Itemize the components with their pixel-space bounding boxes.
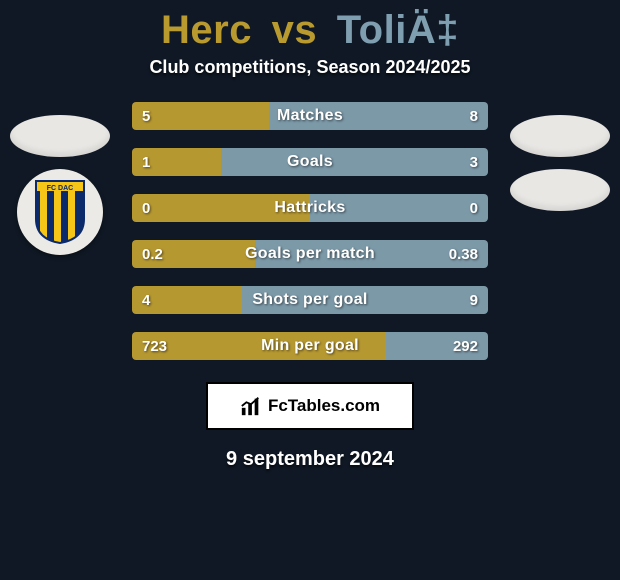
stat-label: Matches (132, 102, 488, 130)
club-right-badge-placeholder (510, 169, 610, 211)
stat-bars: 58Matches 13Goals 00Hattricks 0.20.38Goals … (132, 102, 488, 360)
left-avatar-column: FC DAC (10, 115, 110, 255)
stat-row: 0.20.38Goals per match (132, 240, 488, 268)
stat-row: 13Goals (132, 148, 488, 176)
chart-icon (240, 395, 262, 417)
subtitle: Club competitions, Season 2024/2025 (0, 57, 620, 78)
date-line: 9 september 2024 (0, 448, 620, 471)
stat-row: 00Hattricks (132, 194, 488, 222)
stat-label: Goals (132, 148, 488, 176)
stat-row: 49Shots per goal (132, 286, 488, 314)
stat-row: 58Matches (132, 102, 488, 130)
club-left-badge: FC DAC (17, 169, 103, 255)
player-right-name: ToliÄ‡ (337, 8, 459, 52)
right-avatar-column (510, 115, 610, 211)
stat-row: 723292Min per goal (132, 332, 488, 360)
source-text: FcTables.com (268, 396, 380, 416)
comparison-title: Herc vs ToliÄ‡ (0, 0, 620, 53)
stat-label: Hattricks (132, 194, 488, 222)
player-right-avatar-placeholder (510, 115, 610, 157)
svg-text:FC DAC: FC DAC (47, 185, 73, 192)
source-badge: FcTables.com (206, 382, 414, 430)
stat-label: Goals per match (132, 240, 488, 268)
stat-label: Min per goal (132, 332, 488, 360)
stat-label: Shots per goal (132, 286, 488, 314)
player-left-avatar-placeholder (10, 115, 110, 157)
vs-word: vs (272, 8, 318, 52)
player-left-name: Herc (161, 8, 252, 52)
shield-icon: FC DAC (32, 179, 88, 245)
